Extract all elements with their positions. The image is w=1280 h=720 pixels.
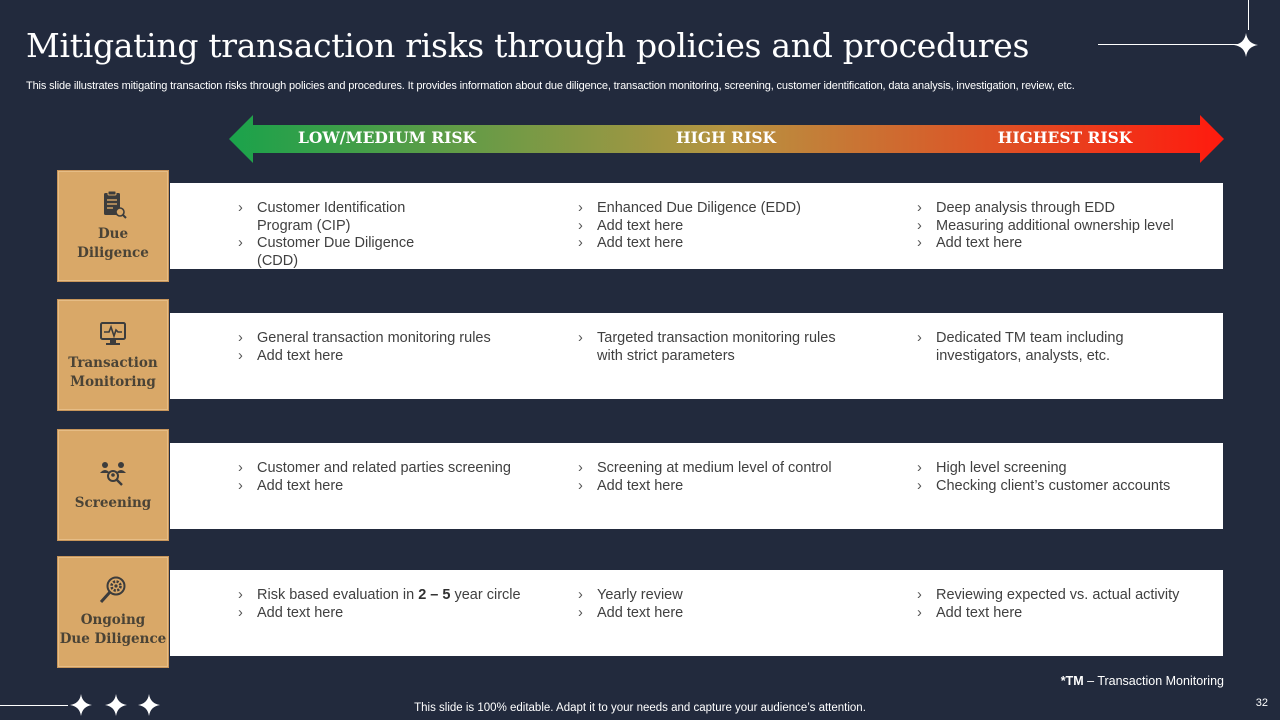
list-item: Screening at medium level of control: [578, 460, 878, 478]
list-item: Add text here: [917, 605, 1217, 623]
sparkle-icon: [1234, 33, 1258, 57]
highest-list: High level screening Checking client’s c…: [917, 460, 1217, 495]
sparkle-icon: [138, 694, 160, 716]
magnifier-gear-icon: [99, 576, 126, 604]
list-item: Add text here: [578, 235, 878, 253]
list-item: Dedicated TM team including investigator…: [917, 330, 1157, 365]
risk-detail-bar: Customer and related parties screening A…: [170, 443, 1223, 529]
list-item: Enhanced Due Diligence (EDD): [578, 200, 878, 218]
highest-list: Reviewing expected vs. actual activity A…: [917, 587, 1217, 622]
high-list: Screening at medium level of control Add…: [578, 460, 878, 495]
list-item: Yearly review: [578, 587, 878, 605]
footer-note: This slide is 100% editable. Adapt it to…: [414, 702, 866, 714]
risk-detail-bar: Customer Identification Program (CIP) Cu…: [170, 183, 1223, 269]
list-item: Add text here: [238, 348, 538, 366]
high-list: Yearly review Add text here: [578, 587, 878, 622]
list-item: Checking client’s customer accounts: [917, 478, 1217, 496]
category-label: Screening: [74, 494, 152, 511]
monitor-pulse-icon: [100, 322, 126, 345]
list-item: Measuring additional ownership level: [917, 218, 1217, 236]
list-item: Add text here: [238, 478, 538, 496]
category-screening: Screening: [57, 429, 169, 541]
low-medium-list: Customer and related parties screening A…: [238, 460, 538, 495]
risk-detail-bar: General transaction monitoring rules Add…: [170, 313, 1223, 399]
list-item: Reviewing expected vs. actual activity: [917, 587, 1217, 605]
list-item: Deep analysis through EDD: [917, 200, 1217, 218]
list-item: Targeted transaction monitoring rules wi…: [578, 330, 863, 365]
list-item: Risk based evaluation in 2 – 5 year circ…: [238, 587, 548, 605]
footnote: *TM – Transaction Monitoring: [1060, 674, 1224, 688]
top-right-vertical-line: [1248, 0, 1249, 30]
list-item: Customer Identification Program (CIP): [238, 200, 448, 235]
sparkle-icon: [105, 694, 127, 716]
page-title: Mitigating transaction risks through pol…: [26, 26, 1030, 65]
list-item: High level screening: [917, 460, 1217, 478]
list-item: Customer and related parties screening: [238, 460, 538, 478]
highest-list: Deep analysis through EDD Measuring addi…: [917, 200, 1217, 253]
risk-label-low-medium: LOW/MEDIUM RISK: [297, 128, 477, 147]
category-ongoing-due-diligence: Ongoing Due Diligence: [57, 556, 169, 668]
page-subtitle: This slide illustrates mitigating transa…: [26, 80, 1075, 92]
people-search-icon: [100, 461, 126, 486]
list-item: General transaction monitoring rules: [238, 330, 538, 348]
high-list: Targeted transaction monitoring rules wi…: [578, 330, 863, 365]
bottom-left-divider-line: [0, 705, 68, 706]
category-due-diligence: Due Diligence: [57, 170, 169, 282]
category-transaction-monitoring: Transaction Monitoring: [57, 299, 169, 411]
risk-scale-arrow: [229, 115, 1224, 163]
risk-label-high: HIGH RISK: [676, 128, 776, 147]
low-medium-list: General transaction monitoring rules Add…: [238, 330, 538, 365]
high-list: Enhanced Due Diligence (EDD) Add text he…: [578, 200, 878, 253]
risk-detail-bar: Risk based evaluation in 2 – 5 year circ…: [170, 570, 1223, 656]
sparkle-icon: [70, 694, 92, 716]
page-number: 32: [1255, 697, 1268, 709]
category-label: Transaction Monitoring: [68, 355, 158, 390]
list-item: Add text here: [238, 605, 548, 623]
list-item: Add text here: [578, 218, 878, 236]
clipboard-check-icon: [104, 190, 127, 219]
list-item: Add text here: [578, 478, 878, 496]
list-item: Add text here: [917, 235, 1217, 253]
list-item: Add text here: [578, 605, 878, 623]
top-right-divider-line: [1098, 44, 1238, 45]
list-item: Customer Due Diligence (CDD): [238, 235, 448, 270]
category-label: Ongoing Due Diligence: [59, 612, 167, 647]
risk-label-highest: HIGHEST RISK: [997, 128, 1133, 147]
low-medium-list: Customer Identification Program (CIP) Cu…: [238, 200, 448, 270]
category-label: Due Diligence: [77, 226, 149, 261]
highest-list: Dedicated TM team including investigator…: [917, 330, 1157, 365]
low-medium-list: Risk based evaluation in 2 – 5 year circ…: [238, 587, 548, 622]
